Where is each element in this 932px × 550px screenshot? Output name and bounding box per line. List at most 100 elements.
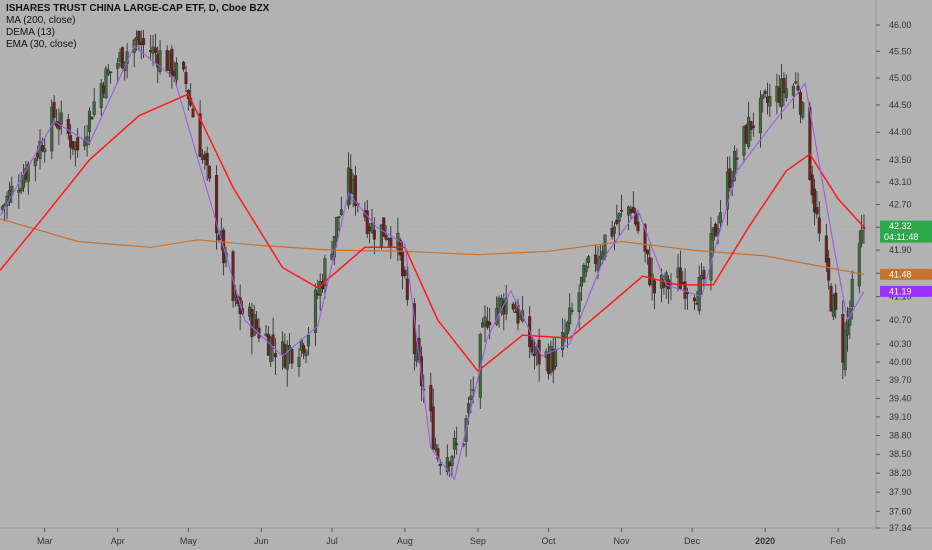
y-tick-label: 45.50 xyxy=(889,46,912,56)
candle-up xyxy=(850,278,854,307)
legend-dema: DEMA (13) xyxy=(6,27,55,38)
candle-up xyxy=(768,95,772,107)
y-tick-label: 39.40 xyxy=(889,393,912,403)
candle-down xyxy=(57,122,61,130)
candle-down xyxy=(389,237,393,247)
candle-up xyxy=(860,229,864,244)
candle-down xyxy=(813,188,817,213)
candle-up xyxy=(784,88,788,98)
candle-down xyxy=(648,257,652,286)
candle-down xyxy=(636,221,640,232)
y-tick-label: 38.20 xyxy=(889,468,912,478)
x-tick-label: Mar xyxy=(37,536,53,546)
candle-up xyxy=(725,171,729,210)
candle-up xyxy=(716,228,720,233)
x-tick-label: Aug xyxy=(397,536,413,546)
candle-up xyxy=(843,330,847,370)
candle-down xyxy=(403,270,407,276)
candle-up xyxy=(471,389,475,391)
candle-down xyxy=(384,235,388,240)
candle-up xyxy=(269,337,273,362)
candle-down xyxy=(796,85,800,91)
candle-up xyxy=(650,274,654,286)
candle-down xyxy=(184,72,188,85)
candle-up xyxy=(313,289,317,333)
candle-down xyxy=(365,210,369,234)
candle-down xyxy=(815,207,819,215)
candle-up xyxy=(466,403,470,413)
candle-up xyxy=(718,212,722,224)
candle-up xyxy=(664,272,668,287)
candle-down xyxy=(455,443,459,445)
symbol-title: ISHARES TRUST CHINA LARGE-CAP ETF, D, Cb… xyxy=(6,3,270,14)
candle-down xyxy=(198,113,202,157)
candle-down xyxy=(436,448,440,460)
candle-down xyxy=(90,117,94,120)
candle-down xyxy=(645,249,649,255)
candle-down xyxy=(643,224,647,252)
candle-down xyxy=(76,137,80,151)
candle-up xyxy=(612,226,616,234)
candle-up xyxy=(801,102,805,118)
x-tick-label: Jun xyxy=(254,536,269,546)
candle-down xyxy=(191,108,195,118)
candle-down xyxy=(271,334,275,347)
candle-up xyxy=(497,297,501,314)
x-tick-label: Dec xyxy=(684,536,701,546)
y-tick-label: 37.60 xyxy=(889,506,912,516)
candle-up xyxy=(577,292,581,312)
candle-down xyxy=(109,71,113,73)
y-tick-label: 44.00 xyxy=(889,127,912,137)
candle-up xyxy=(857,243,861,287)
legend-ma: MA (200, close) xyxy=(6,15,76,26)
candle-up xyxy=(603,234,607,257)
candle-up xyxy=(587,256,591,263)
candle-up xyxy=(747,116,751,147)
candle-down xyxy=(290,348,294,364)
dema-13-line xyxy=(0,45,865,481)
candle-up xyxy=(19,187,23,192)
y-tick-label: 46.00 xyxy=(889,20,912,30)
candle-up xyxy=(99,83,103,108)
candle-down xyxy=(208,166,212,179)
y-tick-label: 40.30 xyxy=(889,339,912,349)
candle-up xyxy=(565,322,569,335)
candle-up xyxy=(285,345,289,370)
candle-up xyxy=(758,97,762,134)
candle-down xyxy=(530,340,534,353)
x-tick-label: Feb xyxy=(830,536,846,546)
legend-ema: EMA (30, close) xyxy=(6,39,77,50)
x-tick-label: 2020 xyxy=(755,536,775,546)
y-tick-label: 39.70 xyxy=(889,375,912,385)
dema-price-tag xyxy=(880,285,932,297)
candle-down xyxy=(817,217,821,234)
candle-down xyxy=(382,217,386,237)
y-tick-label: 38.50 xyxy=(889,449,912,459)
candle-down xyxy=(702,270,706,280)
candle-down xyxy=(652,280,656,294)
candle-down xyxy=(302,345,306,354)
x-tick-label: Nov xyxy=(614,536,631,546)
candle-up xyxy=(570,310,574,312)
candle-down xyxy=(142,38,146,45)
candle-up xyxy=(563,334,567,338)
candle-up xyxy=(697,276,701,312)
candle-down xyxy=(438,464,442,466)
candle-up xyxy=(158,50,162,72)
candle-down xyxy=(353,175,357,206)
candle-down xyxy=(751,125,755,128)
candle-up xyxy=(233,294,237,298)
candle-down xyxy=(273,353,277,358)
candle-up xyxy=(862,227,866,229)
candle-up xyxy=(794,81,798,84)
y-tick-label: 40.70 xyxy=(889,315,912,325)
candle-down xyxy=(763,90,767,94)
candle-up xyxy=(478,334,482,398)
candle-down xyxy=(337,216,341,218)
candle-up xyxy=(17,189,21,193)
candle-up xyxy=(116,63,120,69)
x-tick-label: Apr xyxy=(111,536,125,546)
candle-down xyxy=(782,78,786,93)
candle-up xyxy=(561,332,565,350)
